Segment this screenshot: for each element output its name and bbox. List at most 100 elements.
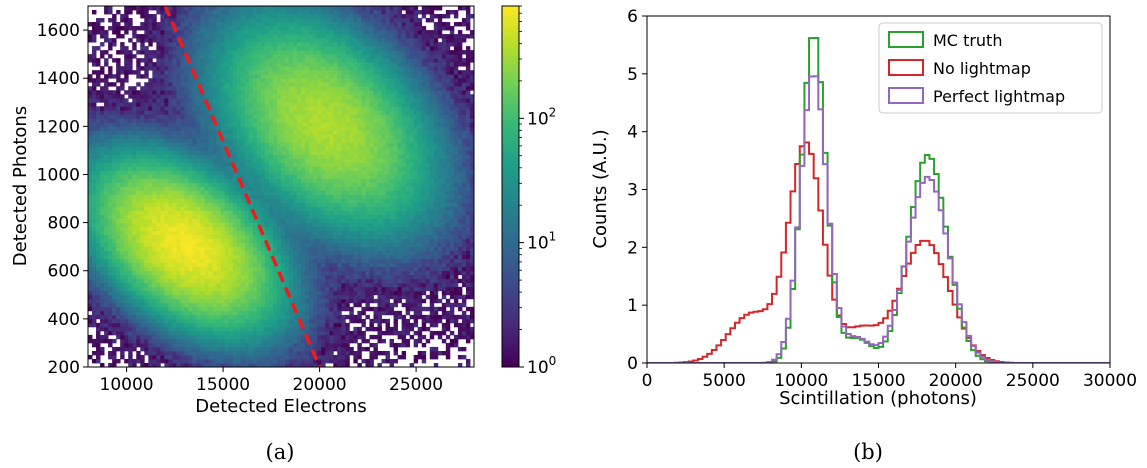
heatmap-cell [301,186,306,191]
heatmap-cell [220,150,226,155]
heatmap-cell [116,270,121,276]
heatmap-cell [176,70,181,75]
heatmap-cell [309,266,314,272]
heatmap-cell [148,314,153,320]
heatmap-cell [264,270,270,276]
heatmap-cell [180,270,185,276]
heatmap-cell [200,94,205,99]
heatmap-cell [180,18,185,23]
heatmap-cell [152,22,157,27]
heatmap-cell [301,158,306,163]
heatmap-cell [240,358,246,364]
heatmap-cell [192,294,197,300]
heatmap-cell [313,206,318,211]
heatmap-cell [144,198,149,203]
heatmap-cell [260,58,266,63]
heatmap-cell [108,174,113,179]
heatmap-cell [309,190,314,195]
heatmap-cell [244,34,250,39]
heatmap-cell [144,130,149,135]
heatmap-cell [309,186,314,191]
heatmap-cell [301,126,306,131]
heatmap-cell [152,170,157,175]
heatmap-cell [228,338,234,344]
heatmap-cell [313,82,318,87]
heatmap-cell [305,218,310,223]
heatmap-cell [140,246,145,252]
heatmap-cell [176,270,181,276]
heatmap-cell [120,70,125,75]
heatmap-cell [293,186,298,191]
heatmap-cell [224,214,230,219]
heatmap-cell [88,210,93,215]
heatmap-cell [124,50,129,55]
heatmap-cell [212,10,218,15]
heatmap-cell [156,74,161,79]
heatmap-cell [136,242,141,248]
heatmap-cell [220,234,226,240]
heatmap-cell [148,6,153,11]
heatmap-cell [285,354,290,360]
heatmap-cell [168,102,173,107]
heatmap-cell [156,134,161,139]
heatmap-cell [128,338,133,344]
heatmap-cell [297,66,302,71]
heatmap-cell [160,346,165,352]
heatmap-cell [200,22,205,27]
heatmap-cell [297,94,302,99]
heatmap-cell [92,186,97,191]
heatmap-cell [156,102,161,107]
heatmap-cell [309,358,314,364]
heatmap-cell [309,42,314,47]
heatmap-cell [112,146,117,151]
heatmap-cell [297,166,302,171]
heatmap-cell [200,242,205,248]
heatmap-cell [136,314,141,320]
heatmap-cell [144,294,149,300]
heatmap-cell [208,26,214,31]
heatmap-cell [120,342,125,348]
heatmap-cell [104,154,109,159]
heatmap-cell [128,70,133,75]
heatmap-cell [208,10,214,15]
heatmap-cell [228,298,234,304]
heatmap-cell [180,110,185,115]
heatmap-cell [128,118,133,123]
heatmap-cell [156,326,161,332]
heatmap-cell [100,94,105,99]
heatmap-cell [124,342,129,348]
heatmap-cell [196,318,201,324]
heatmap-cell [305,234,310,240]
heatmap-cell [160,34,165,39]
heatmap-cell [236,118,242,123]
heatmap-cell [244,314,250,320]
heatmap-cell [228,186,234,191]
heatmap-cell [281,114,286,119]
heatmap-cell [172,290,177,296]
heatmap-cell [309,194,314,199]
heatmap-cell [88,98,93,103]
heatmap-cell [276,306,282,312]
heatmap-cell [176,98,181,103]
heatmap-cell [276,78,282,83]
heatmap-cell [240,286,246,292]
heatmap-cell [293,342,298,348]
heatmap-cell [260,254,266,260]
heatmap-cell [196,258,201,264]
heatmap-cell [236,262,242,268]
heatmap-cell [220,142,226,147]
heatmap-cell [92,70,97,75]
heatmap-cell [305,26,310,31]
heatmap-cell [232,302,238,308]
heatmap-cell [108,166,113,171]
heatmap-cell [124,214,129,219]
heatmap-cell [144,214,149,219]
heatmap-cell [289,290,294,296]
heatmap-cell [184,202,189,207]
heatmap-cell [244,126,250,131]
heatmap-cell [236,218,242,223]
heatmap-cell [224,254,230,260]
heatmap-cell [92,50,97,55]
heatmap-cell [144,318,149,324]
heatmap-cell [281,166,286,171]
